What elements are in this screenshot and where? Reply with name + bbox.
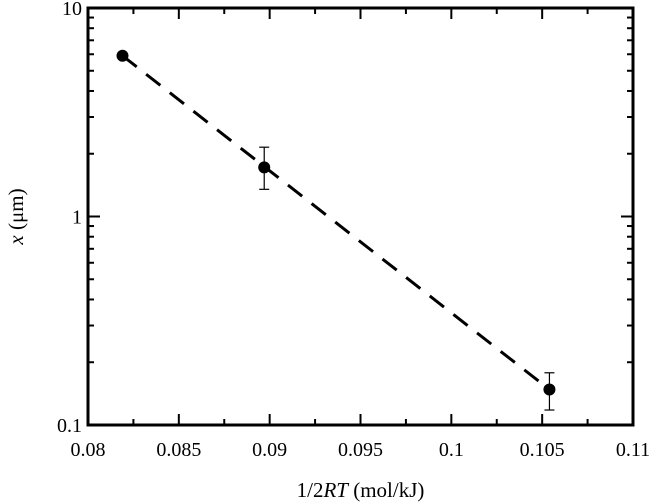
data-point: [258, 161, 271, 174]
data-point: [116, 49, 129, 62]
data-points: [116, 49, 556, 396]
x-tick-label: 0.085: [156, 439, 201, 461]
x-axis-label: 1/2RT (mol/kJ): [297, 478, 425, 502]
x-tick-label: 0.08: [71, 439, 106, 461]
plot-frame: [86, 6, 635, 427]
y-tick-label: 10: [62, 0, 82, 20]
x-tick-label: 0.11: [616, 439, 650, 461]
axis-ticks: [87, 7, 634, 426]
x-tick-label: 0.1: [439, 439, 464, 461]
x-tick-label: 0.105: [520, 439, 565, 461]
y-tick-label: 1: [72, 207, 82, 229]
fit-line: [121, 54, 551, 391]
y-tick-label: 0.1: [57, 415, 82, 437]
x-tick-label: 0.095: [338, 439, 383, 461]
fit-line-group: [121, 54, 551, 391]
x-tick-label: 0.09: [252, 439, 287, 461]
data-point: [543, 383, 556, 396]
y-axis-label: x (μm): [4, 188, 28, 245]
